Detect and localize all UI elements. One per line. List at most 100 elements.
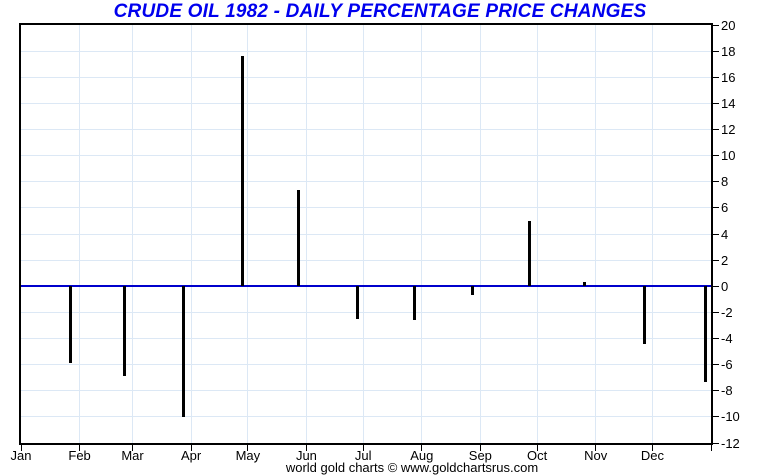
horizontal-gridline	[21, 207, 711, 209]
vertical-gridline	[536, 25, 538, 443]
x-axis-tick	[20, 445, 22, 451]
x-axis-tick-label: Sep	[468, 448, 492, 463]
y-axis-tick-label: 8	[721, 174, 729, 190]
y-axis-tick	[713, 233, 719, 235]
x-axis-tick-label: Jan	[10, 448, 32, 463]
vertical-gridline	[190, 25, 192, 443]
data-bar	[471, 286, 475, 296]
y-axis-tick	[713, 207, 719, 209]
y-axis-tick-label: 2	[721, 252, 729, 268]
x-axis-tick	[479, 445, 481, 451]
vertical-gridline	[421, 25, 423, 443]
plot-area	[19, 23, 713, 445]
y-axis-tick	[713, 285, 719, 287]
x-axis-tick-label: Dec	[640, 448, 664, 463]
data-bar	[182, 286, 186, 417]
horizontal-gridline	[21, 102, 711, 104]
footer-credit: world gold charts © www.goldchartsrus.co…	[285, 460, 539, 475]
y-axis-tick-label: -10	[721, 409, 740, 425]
vertical-gridline	[305, 25, 307, 443]
x-axis-tick	[190, 445, 192, 451]
horizontal-gridline	[21, 155, 711, 157]
horizontal-gridline	[21, 338, 711, 339]
y-axis-tick-label: 4	[721, 226, 729, 242]
y-axis-tick	[713, 338, 719, 339]
data-bar	[703, 286, 707, 382]
data-bar	[528, 220, 532, 287]
x-axis-tick	[651, 445, 653, 451]
x-axis-tick	[362, 445, 364, 451]
vertical-gridline	[651, 25, 653, 443]
x-axis-tick-label: Oct	[526, 448, 548, 463]
y-axis-tick-label: 18	[721, 43, 736, 59]
data-bar	[123, 286, 127, 377]
horizontal-gridline	[21, 129, 711, 130]
x-axis-tick-label: May	[235, 448, 261, 463]
x-axis-tick	[595, 445, 597, 451]
data-bar	[68, 286, 72, 364]
x-axis-tick	[421, 445, 423, 451]
vertical-gridline	[132, 25, 134, 443]
x-axis-tick	[247, 445, 249, 451]
x-axis-tick-label: Jul	[354, 448, 372, 463]
y-axis-tick	[713, 416, 719, 418]
horizontal-gridline	[21, 311, 711, 313]
y-axis-tick-label: 0	[721, 278, 729, 294]
horizontal-gridline	[21, 233, 711, 235]
vertical-gridline	[362, 25, 364, 443]
data-bar	[412, 286, 416, 321]
data-bar	[297, 189, 301, 287]
y-axis-tick	[713, 129, 719, 130]
vertical-gridline	[595, 25, 597, 443]
y-axis-tick	[713, 24, 719, 26]
vertical-gridline	[479, 25, 481, 443]
y-axis-tick	[713, 259, 719, 261]
y-axis-tick-label: -8	[721, 383, 733, 399]
y-axis-tick-label: -6	[721, 357, 733, 373]
horizontal-gridline	[21, 76, 711, 78]
horizontal-gridline	[21, 390, 711, 392]
horizontal-gridline	[21, 181, 711, 183]
y-axis-tick	[713, 311, 719, 313]
y-axis-tick-label: 16	[721, 69, 736, 85]
y-axis-tick	[713, 390, 719, 392]
y-axis-tick	[713, 102, 719, 104]
y-axis-tick-label: 14	[721, 95, 736, 111]
y-axis-tick	[713, 364, 719, 366]
y-axis-tick	[713, 50, 719, 52]
y-axis-tick-label: 20	[721, 17, 736, 33]
x-axis-tick	[305, 445, 307, 451]
y-axis-tick	[713, 442, 719, 444]
y-axis-tick	[713, 181, 719, 183]
horizontal-gridline	[21, 364, 711, 366]
x-axis-tick	[710, 445, 712, 451]
x-axis-tick-label: Aug	[410, 448, 434, 463]
y-axis-tick-label: -2	[721, 304, 733, 320]
horizontal-gridline	[21, 50, 711, 52]
y-axis-tick-label: 12	[721, 122, 736, 137]
vertical-gridline	[79, 25, 81, 443]
data-bar	[582, 282, 586, 287]
y-axis-tick	[713, 155, 719, 157]
x-axis-tick-label: Nov	[584, 448, 608, 463]
y-axis-tick-label: 6	[721, 200, 729, 216]
x-axis-tick	[536, 445, 538, 451]
x-axis-tick-label: Mar	[121, 448, 144, 463]
y-axis-tick-label: -4	[721, 331, 733, 346]
y-axis-tick	[713, 76, 719, 78]
x-axis-tick-label: Jun	[295, 448, 317, 463]
zero-line	[21, 285, 711, 288]
horizontal-gridline	[21, 259, 711, 261]
vertical-gridline	[247, 25, 249, 443]
x-axis-tick	[132, 445, 134, 451]
x-axis-tick-label: Feb	[68, 448, 91, 463]
horizontal-gridline	[21, 416, 711, 418]
y-axis-tick-label: -12	[721, 435, 740, 451]
data-bar	[643, 286, 647, 344]
y-axis-tick-label: 10	[721, 148, 736, 164]
data-bar	[240, 56, 244, 287]
chart-title: CRUDE OIL 1982 - DAILY PERCENTAGE PRICE …	[113, 1, 647, 22]
data-bar	[355, 286, 359, 319]
x-axis-tick-label: Apr	[181, 448, 202, 463]
